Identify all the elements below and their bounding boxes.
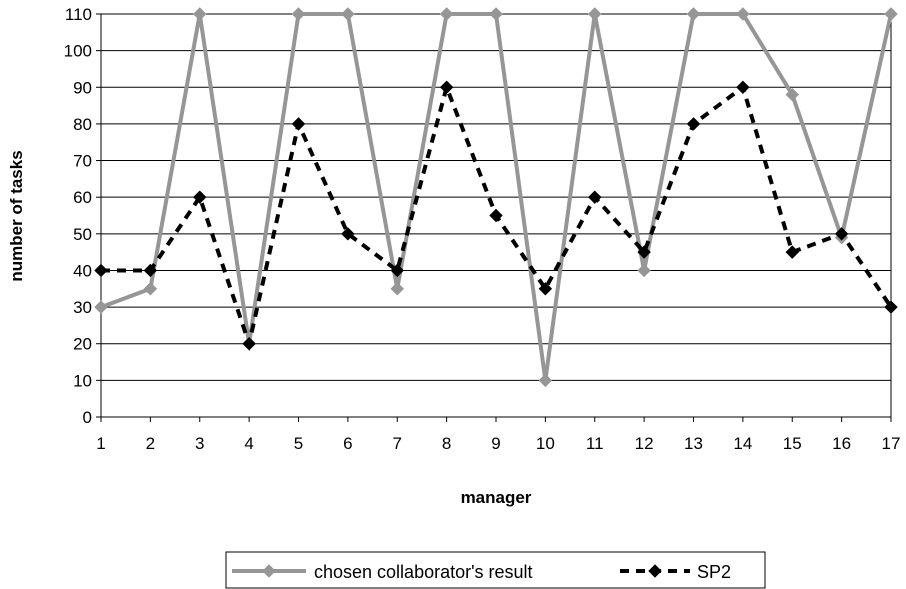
legend-label: chosen collaborator's result [314, 562, 533, 582]
x-tick-label: 13 [684, 434, 703, 453]
y-tick-label: 40 [73, 261, 92, 280]
series-2-point [588, 190, 602, 204]
series-1-point [538, 373, 553, 388]
y-axis-title: number of tasks [7, 150, 26, 281]
series-1-point [637, 263, 651, 278]
x-tick-label: 12 [635, 434, 654, 453]
x-tick-label: 9 [491, 434, 500, 453]
series-2-point [341, 227, 355, 241]
series-1-point [439, 7, 454, 21]
series-markers [94, 7, 898, 388]
y-tick-label: 10 [73, 371, 92, 390]
series-2-point [489, 208, 503, 223]
x-tick-label: 5 [294, 434, 303, 453]
legend-swatch-marker [262, 564, 276, 578]
series-1-point [884, 7, 898, 21]
y-tick-label: 60 [73, 188, 92, 207]
series-2-point [884, 300, 898, 314]
series-1-point [193, 7, 207, 21]
x-tick-label: 14 [733, 434, 752, 453]
series-2-point [538, 282, 553, 296]
series-1-point [588, 7, 602, 21]
series-1-point [736, 7, 750, 21]
x-tick-label: 16 [832, 434, 851, 453]
x-tick-label: 3 [195, 434, 204, 453]
x-tick-label: 7 [393, 434, 402, 453]
series-1-point [291, 7, 306, 21]
x-tick-label: 8 [442, 434, 451, 453]
series-2-point [242, 337, 256, 351]
x-axis-title: manager [461, 488, 532, 507]
y-tick-label: 100 [64, 42, 92, 61]
series-1-point [341, 7, 355, 21]
series-2-point [686, 117, 701, 131]
series-1-point [390, 282, 404, 296]
gridlines [101, 50, 891, 381]
series-1-point [785, 87, 799, 102]
x-tick-label: 6 [343, 434, 352, 453]
y-tick-label: 110 [65, 5, 92, 24]
y-tick-label: 0 [83, 408, 92, 427]
x-tick-label: 17 [882, 434, 901, 453]
x-axis-ticks: 1 2 3 4 5 6 7 8 9 10 11 12 13 14 15 16 17 [96, 417, 900, 453]
series-2-point [143, 263, 158, 278]
series-1-point [489, 7, 503, 21]
series-2-point [834, 227, 849, 241]
series-2-point [439, 80, 454, 94]
series-2-point [637, 245, 651, 259]
series-2-point [785, 245, 799, 259]
y-tick-label: 20 [73, 335, 92, 354]
series-2-point [193, 190, 207, 204]
y-axis-ticks: 0 10 20 30 40 50 60 70 80 90 100 110 [64, 5, 101, 427]
series-1-point [143, 282, 158, 296]
series-1-point [686, 7, 701, 21]
x-tick-label: 2 [146, 434, 155, 453]
series-2-point [736, 80, 750, 94]
y-tick-label: 90 [73, 78, 92, 97]
x-tick-label: 11 [586, 434, 604, 453]
legend-label: SP2 [697, 562, 731, 582]
x-tick-label: 4 [244, 434, 253, 453]
series-2-point [390, 263, 404, 278]
y-tick-label: 30 [73, 298, 92, 317]
series-2-point [291, 117, 306, 131]
x-tick-label: 15 [783, 434, 802, 453]
series-1-point [94, 300, 108, 314]
y-tick-label: 80 [73, 115, 92, 134]
x-tick-label: 1 [96, 434, 105, 453]
legend-swatch-marker [648, 564, 662, 578]
x-tick-label: 10 [536, 434, 555, 453]
y-tick-label: 50 [73, 225, 92, 244]
legend: chosen collaborator's result SP2 [225, 551, 766, 589]
series-2-point [94, 263, 108, 278]
y-tick-label: 70 [73, 152, 92, 171]
